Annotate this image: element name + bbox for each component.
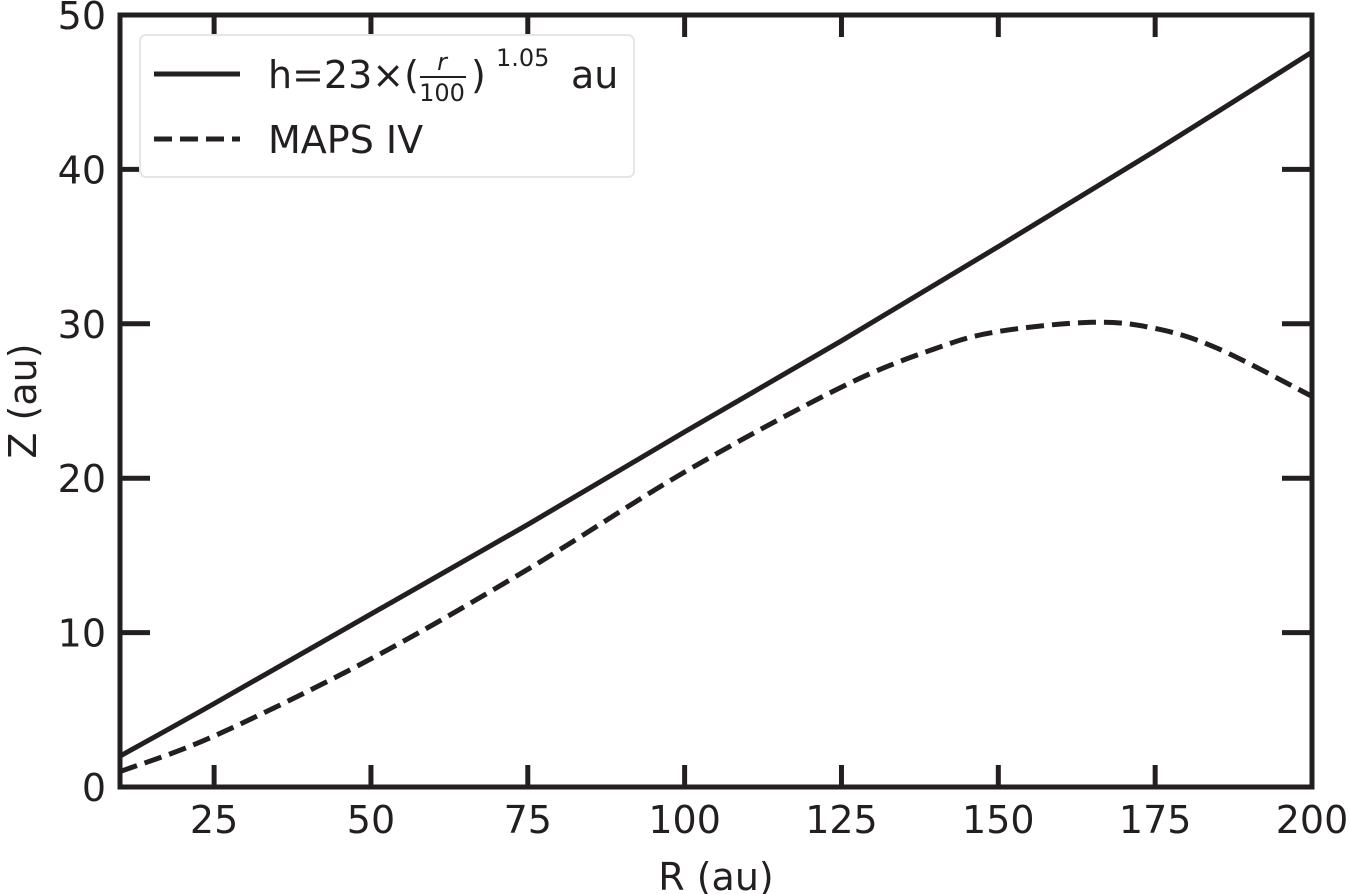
legend-dashed-label: MAPS IV xyxy=(268,118,423,162)
x-tick-label: 175 xyxy=(1119,798,1192,842)
plot-frame xyxy=(117,12,1315,790)
y-tick-label: 0 xyxy=(82,766,106,810)
x-tick-label: 25 xyxy=(190,798,238,842)
x-tick-label: 50 xyxy=(347,798,395,842)
y-tick-label: 10 xyxy=(58,612,106,656)
y-tick-label: 50 xyxy=(58,0,106,38)
tick-labels: 25 50 75 100 125 150 175 200 0 10 20 30 40 50 xyxy=(58,0,1349,842)
x-tick-label: 75 xyxy=(504,798,552,842)
series-line-solid xyxy=(118,49,1314,759)
legend-solid-denominator: 100 xyxy=(419,79,465,107)
legend-solid-numerator: r xyxy=(437,48,449,76)
x-tick-label: 100 xyxy=(648,798,721,842)
y-tick-label: 20 xyxy=(58,457,106,501)
legend-box xyxy=(139,34,635,178)
series-line-dashed xyxy=(119,319,1314,774)
legend-solid-suffix: au xyxy=(571,53,618,97)
legend-solid-prefix: h=23×( xyxy=(268,53,419,97)
y-tick-label: 30 xyxy=(58,303,106,347)
x-axis-title: R (au) xyxy=(658,855,774,894)
plot-lines xyxy=(118,49,1314,774)
y-axis-title: Z (au) xyxy=(1,343,45,458)
y-tick-label: 40 xyxy=(58,148,106,192)
legend-solid-exponent: 1.05 xyxy=(496,44,549,72)
legend: h=23×( r 100 ) 1.05 au MAPS IV xyxy=(139,34,635,178)
x-tick-label: 200 xyxy=(1276,798,1349,842)
x-tick-label: 125 xyxy=(805,798,878,842)
legend-solid-close: ) xyxy=(471,53,486,97)
x-tick-label: 150 xyxy=(962,798,1035,842)
